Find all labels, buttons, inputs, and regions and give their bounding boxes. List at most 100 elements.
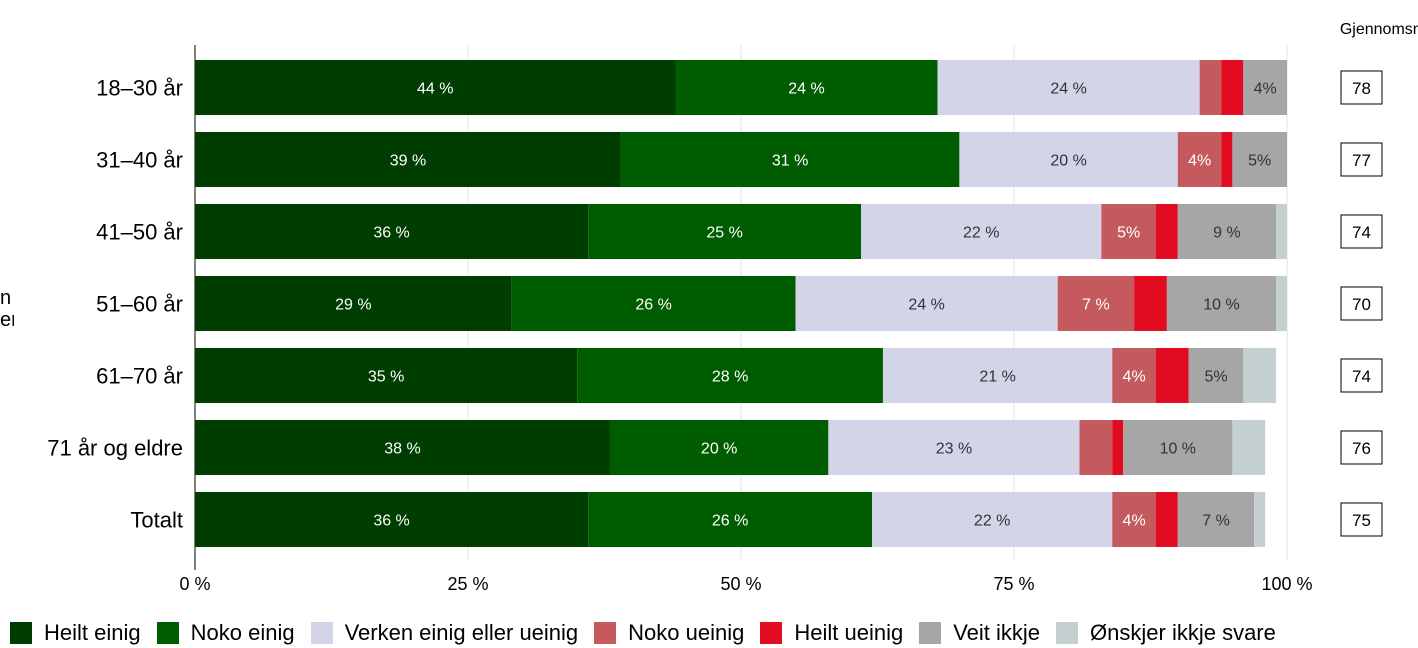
- x-tick-label: 0 %: [179, 574, 210, 594]
- data-label: 26 %: [635, 297, 671, 314]
- bar-segment: [1254, 492, 1266, 547]
- x-tick-label: 25 %: [447, 574, 488, 594]
- bar-segment: [1243, 60, 1287, 115]
- data-label: 7 %: [1202, 513, 1230, 530]
- data-label: 9 %: [1213, 225, 1241, 242]
- data-label: 5%: [1117, 225, 1140, 242]
- averages-header: Gjennomsnitt: [1340, 21, 1418, 38]
- bar-segment: [1112, 348, 1156, 403]
- bar-segment: [1188, 348, 1244, 403]
- x-tick-label: 100 %: [1261, 574, 1312, 594]
- legend-item: Heilt einig: [10, 620, 141, 646]
- data-label: 29 %: [335, 297, 371, 314]
- data-label: 5%: [1204, 369, 1227, 386]
- bar-segment: [1057, 276, 1135, 331]
- average-box: [1340, 214, 1383, 249]
- bar-segment: [1276, 204, 1287, 259]
- bar-segment: [1155, 492, 1178, 547]
- data-label: 24 %: [1050, 81, 1086, 98]
- data-label: 44 %: [417, 81, 453, 98]
- legend-swatch: [10, 622, 32, 644]
- data-label: 36 %: [373, 513, 409, 530]
- data-label: 21 %: [979, 369, 1015, 386]
- legend-item: Noko ueinig: [594, 620, 744, 646]
- data-label: 38 %: [384, 441, 420, 458]
- bar-segment: [511, 276, 796, 331]
- legend-item: Veit ikkje: [919, 620, 1040, 646]
- data-label: 24 %: [908, 297, 944, 314]
- bar-segment: [1112, 420, 1124, 475]
- legend-label: Noko ueinig: [628, 620, 745, 645]
- data-label: 25 %: [706, 225, 742, 242]
- bar-segment: [937, 60, 1200, 115]
- legend-label: Heilt einig: [44, 620, 141, 645]
- legend-item: Noko einig: [156, 620, 295, 646]
- bar-segment: [1276, 276, 1287, 331]
- legend-item: Heilt ueinig: [760, 620, 903, 646]
- bar-segment: [609, 420, 829, 475]
- average-value: 74: [1352, 367, 1371, 386]
- x-tick-label: 75 %: [993, 574, 1034, 594]
- data-label: 10 %: [1203, 297, 1239, 314]
- x-tick-label: 50 %: [720, 574, 761, 594]
- bar-segment: [1232, 420, 1266, 475]
- bar-segment: [620, 132, 960, 187]
- bar-segment: [195, 348, 578, 403]
- legend-label: Heilt ueinig: [794, 620, 904, 645]
- data-label: 23 %: [936, 441, 972, 458]
- average-box: [1340, 358, 1383, 393]
- bar-segment: [1123, 420, 1233, 475]
- category-label: 41–50 år: [96, 220, 183, 245]
- bar-segment: [959, 132, 1178, 187]
- bar-segment: [1232, 132, 1287, 187]
- clipped-axis-title: n er: [0, 287, 14, 331]
- bar-segment: [1155, 348, 1189, 403]
- category-label: 31–40 år: [96, 148, 183, 173]
- bar-segment: [1221, 132, 1233, 187]
- average-value: 78: [1352, 79, 1371, 98]
- bar-segment: [588, 204, 862, 259]
- legend-swatch: [1056, 622, 1079, 644]
- bar-segment: [195, 132, 621, 187]
- legend-item: Ønskjer ikkje svare: [1056, 620, 1276, 646]
- bar-segment: [577, 348, 883, 403]
- bar-segment: [195, 204, 589, 259]
- bar-segment: [1079, 420, 1113, 475]
- bar-segment: [1199, 60, 1222, 115]
- legend-swatch: [310, 622, 333, 644]
- legend-item: Verken einig eller ueinig: [310, 620, 578, 646]
- data-label: 22 %: [974, 513, 1010, 530]
- legend-swatch: [594, 622, 617, 644]
- average-box: [1340, 142, 1383, 177]
- average-value: 77: [1352, 151, 1371, 170]
- average-box: [1340, 502, 1383, 537]
- average-value: 70: [1352, 295, 1371, 314]
- data-label: 28 %: [712, 369, 748, 386]
- average-value: 75: [1352, 511, 1371, 530]
- stacked-bar-chart: 18–30 år 44 % 24 % 24 % 4% 78 31–40 år 39 % 31 %…: [47, 21, 1418, 594]
- data-label: 31 %: [772, 153, 808, 170]
- bar-segment: [861, 204, 1102, 259]
- bar-segment: [195, 276, 512, 331]
- average-value: 76: [1352, 439, 1371, 458]
- bar-segment: [1177, 132, 1222, 187]
- bar-segment: [872, 492, 1113, 547]
- category-label: 18–30 år: [96, 76, 183, 101]
- data-label: 22 %: [963, 225, 999, 242]
- data-label: 10 %: [1160, 441, 1196, 458]
- bar-segment: [795, 276, 1058, 331]
- data-label: 24 %: [788, 81, 824, 98]
- bar-segment: [1166, 276, 1277, 331]
- data-label: 35 %: [368, 369, 404, 386]
- clipped-axis-title-line-1: n: [0, 287, 12, 309]
- legend-swatch: [760, 622, 783, 644]
- data-label: 36 %: [373, 225, 409, 242]
- average-box: [1340, 430, 1383, 465]
- data-label: 20 %: [701, 441, 737, 458]
- average-box: [1340, 286, 1383, 321]
- category-label: 51–60 år: [96, 292, 183, 317]
- category-label: Totalt: [130, 508, 183, 533]
- bar-segment: [1177, 492, 1255, 547]
- data-label: 26 %: [712, 513, 748, 530]
- data-label: 4%: [1188, 153, 1211, 170]
